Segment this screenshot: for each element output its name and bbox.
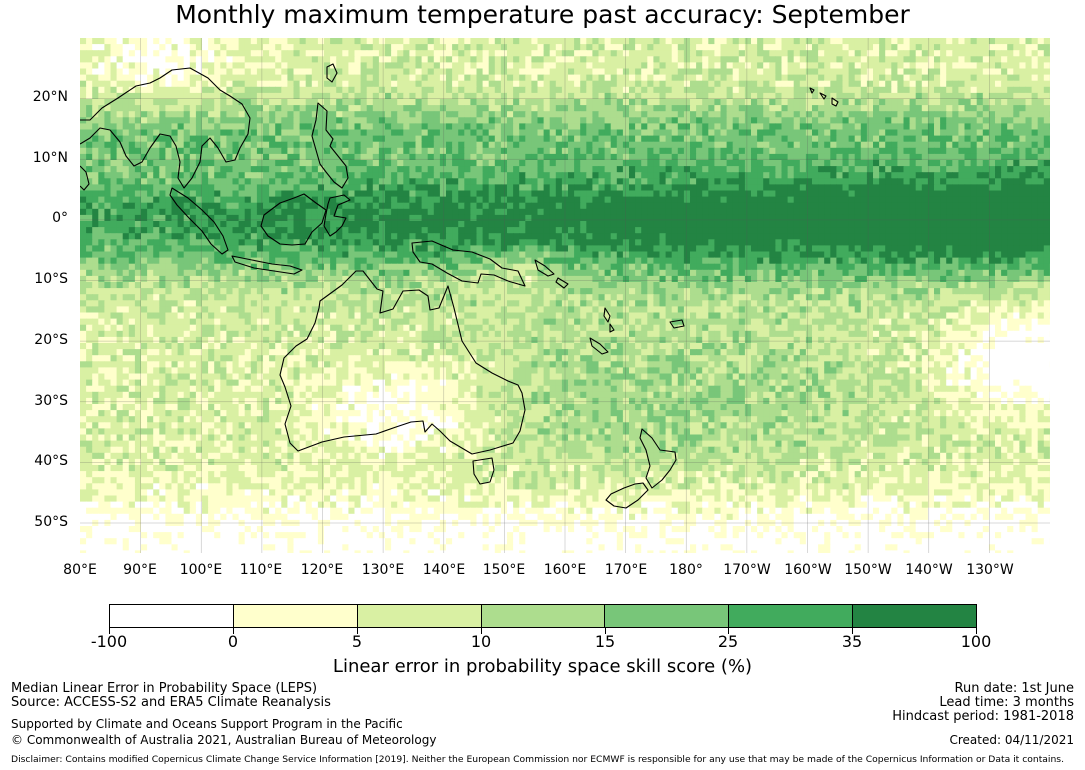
lon-label-150w: 150°W: [844, 562, 892, 578]
lon-label-100e: 100°E: [179, 562, 223, 578]
philippines-coastline: [311, 102, 349, 189]
southeast-asia-coastline: [80, 67, 251, 189]
hawaii-coastline: [809, 87, 839, 107]
solomon-islands-coastline: [534, 259, 569, 289]
colorbar-tick-label: 100: [960, 632, 992, 651]
lon-label-160w: 160°W: [784, 562, 832, 578]
lon-label-90e: 90°E: [123, 562, 157, 578]
footer-created-date: Created: 04/11/2021: [949, 733, 1074, 747]
new-zealand-north-island-coastline: [639, 428, 677, 489]
colorbar-segment-5-10: [357, 605, 482, 627]
lon-label-140e: 140°E: [422, 562, 466, 578]
colorbar-segment-15-25: [605, 605, 730, 627]
fiji-coastline: [669, 319, 685, 329]
lon-label-170e: 170°E: [604, 562, 648, 578]
new-zealand-south-island-coastline: [605, 482, 649, 509]
footer-lead-time: Lead time: 3 months: [939, 695, 1074, 710]
lat-label-30s: 30°S: [34, 393, 68, 409]
skill-score-map: [80, 38, 1050, 553]
colorbar-tick-label: 10: [470, 632, 492, 651]
lon-label-130e: 130°E: [361, 562, 405, 578]
borneo-coastline: [260, 193, 327, 246]
vanuatu-coastline: [603, 307, 615, 333]
footer-hindcast-period: Hindcast period: 1981-2018: [892, 709, 1074, 724]
colorbar-segment-minus100-0: [110, 605, 234, 627]
footer-source: Source: ACCESS-S2 and ERA5 Climate Reana…: [11, 695, 331, 710]
tasmania-coastline: [472, 457, 495, 485]
new-guinea-coastline: [411, 240, 526, 287]
lon-label-180: 180°: [669, 562, 703, 578]
colorbar-segment-10-15: [481, 605, 606, 627]
footer-support: Supported by Climate and Oceans Support …: [11, 717, 403, 731]
disclaimer: Disclaimer: Contains modified Copernicus…: [11, 754, 1065, 765]
colorbar-segment-0-5: [233, 605, 358, 627]
colorbar-tick-label: 35: [841, 632, 863, 651]
colorbar-tick-label: -100: [90, 632, 128, 651]
footer-method: Median Linear Error in Probability Space…: [11, 681, 318, 696]
lon-label-170w: 170°W: [723, 562, 771, 578]
footer-copyright: © Commonwealth of Australia 2021, Austra…: [11, 733, 437, 747]
lon-label-160e: 160°E: [543, 562, 587, 578]
lat-label-0: 0°: [52, 210, 68, 226]
lon-label-130w: 130°W: [966, 562, 1014, 578]
skill-score-grid: [80, 38, 1050, 553]
australia-coastline: [279, 270, 526, 455]
lat-label-50s: 50°S: [34, 514, 68, 530]
lon-label-150e: 150°E: [482, 562, 526, 578]
java-coastline: [231, 255, 303, 275]
map-title: Monthly maximum temperature past accurac…: [175, 0, 910, 29]
sulawesi-coastline: [323, 194, 351, 237]
taiwan-coastline: [326, 63, 338, 83]
colorbar-segment-35-100: [853, 605, 977, 627]
lon-label-140w: 140°W: [905, 562, 953, 578]
colorbar-tick-label: 15: [594, 632, 616, 651]
colorbar-tick-label: 5: [351, 632, 363, 651]
lat-label-40s: 40°S: [34, 453, 68, 469]
lat-label-20s: 20°S: [34, 332, 68, 348]
new-caledonia-coastline: [589, 337, 609, 355]
lon-label-110e: 110°E: [239, 562, 283, 578]
colorbar-tick-label: 25: [717, 632, 739, 651]
colorbar-tick-label: 0: [227, 632, 239, 651]
sumatra-coastline: [169, 187, 229, 255]
lon-label-80e: 80°E: [63, 562, 97, 578]
sri-lanka-coastline: [80, 165, 90, 191]
lat-label-10n: 10°N: [32, 150, 68, 166]
colorbar-title: Linear error in probability space skill …: [332, 656, 753, 677]
graticule: [80, 38, 1050, 553]
colorbar: [109, 604, 977, 628]
lat-label-20n: 20°N: [32, 89, 68, 105]
lat-label-10s: 10°S: [34, 271, 68, 287]
footer-run-date: Run date: 1st June: [954, 681, 1074, 696]
lon-label-120e: 120°E: [300, 562, 344, 578]
coastlines: [80, 63, 839, 509]
colorbar-segment-25-35: [729, 605, 854, 627]
